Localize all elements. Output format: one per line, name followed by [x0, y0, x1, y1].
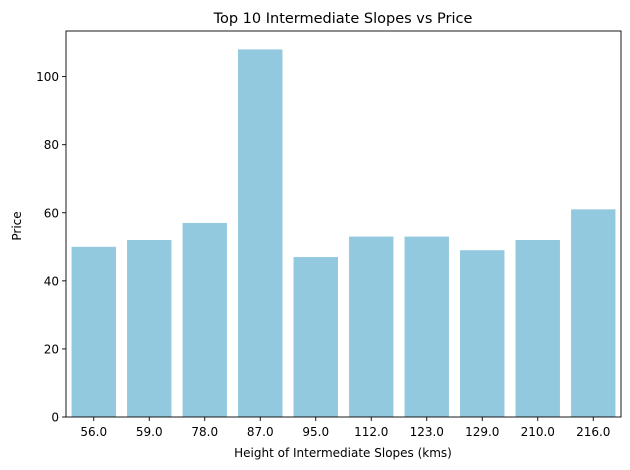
x-tick-label: 129.0	[465, 425, 499, 439]
plot-frame	[65, 30, 622, 418]
x-tick-label: 78.0	[191, 425, 218, 439]
y-tick-label: 20	[44, 342, 59, 356]
bar-95.0	[293, 257, 338, 417]
bar-56.0	[71, 246, 116, 417]
x-tick-label: 95.0	[302, 425, 329, 439]
x-tick-label: 59.0	[136, 425, 163, 439]
x-tick-label: 112.0	[354, 425, 388, 439]
x-tick-label: 210.0	[521, 425, 555, 439]
bar-123.0	[404, 236, 449, 417]
bar-87.0	[238, 49, 283, 417]
bar-216.0	[571, 209, 616, 417]
y-ticks: 0 20 40 60 80 100	[36, 70, 66, 425]
bar-112.0	[349, 236, 394, 417]
y-axis-label: Price	[10, 211, 24, 240]
x-tick-label: 123.0	[410, 425, 444, 439]
y-tick-label: 60	[44, 206, 59, 220]
bar-78.0	[182, 222, 227, 417]
bar-210.0	[515, 239, 560, 417]
y-tick-label: 0	[51, 411, 59, 425]
y-tick-label: 100	[36, 70, 59, 84]
bars	[71, 49, 616, 417]
bar-59.0	[127, 239, 172, 417]
x-tick-label: 56.0	[80, 425, 107, 439]
x-axis-label: Height of Intermediate Slopes (kms)	[234, 446, 452, 460]
x-tick-label: 87.0	[247, 425, 274, 439]
bar-129.0	[460, 250, 505, 417]
y-tick-label: 80	[44, 138, 59, 152]
x-ticks: 56.0 59.0 78.0 87.0 95.0 112.0 123.0 129.0 210.0…	[80, 417, 610, 439]
chart-title: Top 10 Intermediate Slopes vs Price	[213, 11, 473, 27]
y-tick-label: 40	[44, 274, 59, 288]
x-tick-label: 216.0	[576, 425, 610, 439]
